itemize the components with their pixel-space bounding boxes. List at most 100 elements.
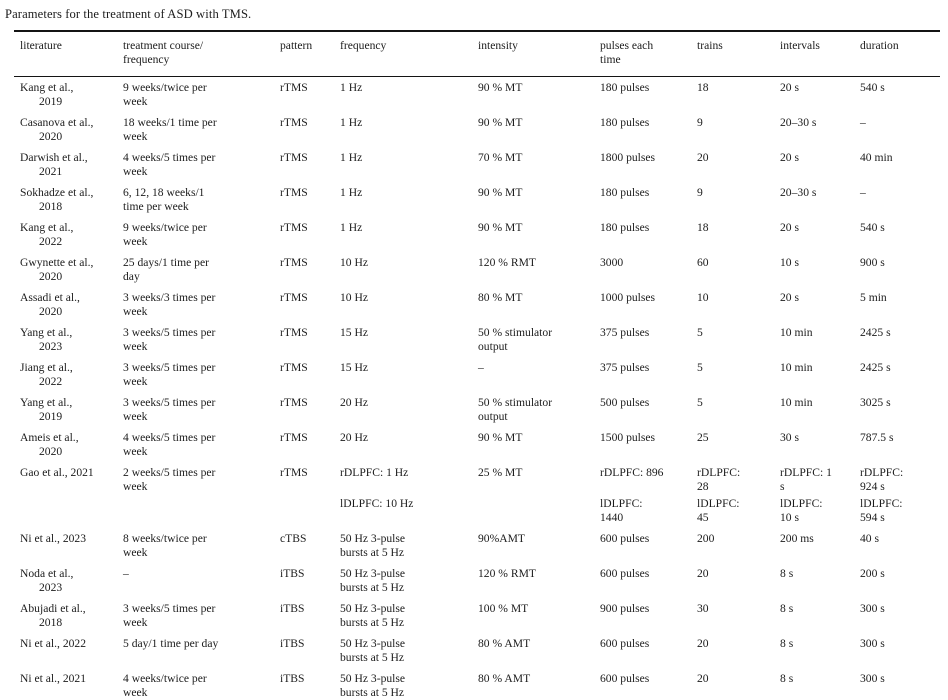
table-header: literature treatment course/ frequency p… bbox=[14, 31, 940, 77]
cell-trains: 30 bbox=[697, 602, 709, 615]
cell-duration: 40 min bbox=[860, 151, 893, 164]
cell-trains: 18 bbox=[697, 221, 709, 234]
cell-subrow: rDLPFC: 896 bbox=[600, 466, 664, 479]
cell-subrow: lDLPFC: 10 Hz bbox=[340, 497, 414, 510]
cell-treatment: 4 weeks/5 times per week bbox=[123, 431, 216, 458]
cell-intervals: 10 min bbox=[780, 396, 813, 409]
cell-intensity: 100 % MT bbox=[478, 602, 529, 615]
cell-intervals: 20 s bbox=[780, 151, 800, 164]
table-body: Kang et al., 2019 9 weeks/twice per week rTM… bbox=[14, 77, 940, 700]
cell-frequency: 50 Hz 3-pulse bursts at 5 Hz bbox=[340, 602, 406, 629]
cell-duration: 900 s bbox=[860, 256, 885, 269]
cell-pattern: rTMS bbox=[280, 81, 308, 94]
cell-pulses: 180 pulses bbox=[600, 186, 650, 199]
cell-duration: 40 s bbox=[860, 532, 880, 545]
column-header-intensity: intensity bbox=[472, 31, 594, 77]
cell-pulses: 900 pulses bbox=[600, 602, 650, 615]
cell-trains: 10 bbox=[697, 291, 709, 304]
cell-literature: Ni et al., 2022 bbox=[20, 637, 87, 650]
cell-subrow: rDLPFC: 924 s bbox=[860, 466, 904, 493]
cell-literature: Sokhadze et al., 2018 bbox=[20, 186, 94, 213]
cell-literature: Assadi et al., 2020 bbox=[20, 291, 80, 318]
cell-pulses: 375 pulses bbox=[600, 326, 650, 339]
cell-frequency: 50 Hz 3-pulse bursts at 5 Hz bbox=[340, 672, 406, 699]
cell-trains: 18 bbox=[697, 81, 709, 94]
cell-trains: rDLPFC: 28 lDLPFC: 45 bbox=[691, 462, 774, 528]
table-row: Assadi et al., 2020 3 weeks/3 times per wee… bbox=[14, 287, 940, 322]
cell-intervals: 8 s bbox=[780, 672, 794, 685]
table-row: Kang et al., 2019 9 weeks/twice per week rTM… bbox=[14, 77, 940, 113]
cell-trains: 9 bbox=[697, 186, 703, 199]
cell-literature: Gao et al., 2021 bbox=[20, 466, 94, 479]
cell-pulses: 375 pulses bbox=[600, 361, 650, 374]
cell-duration: 2425 s bbox=[860, 326, 891, 339]
cell-intervals: 8 s bbox=[780, 567, 794, 580]
cell-frequency: 10 Hz bbox=[340, 291, 369, 304]
cell-frequency: 20 Hz bbox=[340, 431, 369, 444]
cell-duration: rDLPFC: 924 s lDLPFC: 594 s bbox=[854, 462, 940, 528]
cell-frequency: 20 Hz bbox=[340, 396, 369, 409]
cell-literature: Darwish et al., 2021 bbox=[20, 151, 88, 178]
cell-pattern: rTMS bbox=[280, 326, 308, 339]
cell-treatment: 3 weeks/5 times per week bbox=[123, 602, 216, 629]
cell-subrow: lDLPFC: 594 s bbox=[860, 497, 903, 524]
cell-intervals: 20–30 s bbox=[780, 186, 817, 199]
cell-intensity: 80 % AMT bbox=[478, 637, 531, 650]
table-row: Jiang et al., 2022 3 weeks/5 times per week… bbox=[14, 357, 940, 392]
column-header-pulses-each-time: pulses each time bbox=[594, 31, 691, 77]
cell-intensity: 90 % MT bbox=[478, 81, 523, 94]
cell-literature: Noda et al., 2023 bbox=[20, 567, 74, 594]
cell-trains: 20 bbox=[697, 637, 709, 650]
cell-intervals: 20 s bbox=[780, 221, 800, 234]
cell-pulses: 600 pulses bbox=[600, 637, 650, 650]
table-row: Yang et al., 2019 3 weeks/5 times per week r… bbox=[14, 392, 940, 427]
cell-treatment: 3 weeks/3 times per week bbox=[123, 291, 216, 318]
cell-intensity: 70 % MT bbox=[478, 151, 523, 164]
cell-pattern: iTBS bbox=[280, 567, 305, 580]
cell-intervals: 10 min bbox=[780, 361, 813, 374]
cell-pulses: 600 pulses bbox=[600, 532, 650, 545]
table-row: Ni et al., 2021 4 weeks/twice per week iTBS… bbox=[14, 668, 940, 700]
cell-duration: 300 s bbox=[860, 637, 885, 650]
parameters-table: literature treatment course/ frequency p… bbox=[14, 30, 940, 700]
cell-pulses: 3000 bbox=[600, 256, 624, 269]
cell-intensity: 90 % MT bbox=[478, 186, 523, 199]
cell-pattern: iTBS bbox=[280, 602, 305, 615]
cell-pulses: 1000 pulses bbox=[600, 291, 656, 304]
table-row: Casanova et al., 2020 18 weeks/1 time per w… bbox=[14, 112, 940, 147]
cell-intervals: 10 s bbox=[780, 256, 800, 269]
cell-intensity: 80 % MT bbox=[478, 291, 523, 304]
cell-frequency: 1 Hz bbox=[340, 151, 363, 164]
cell-intensity: 120 % RMT bbox=[478, 256, 536, 269]
cell-duration: – bbox=[860, 116, 866, 129]
cell-treatment: 3 weeks/5 times per week bbox=[123, 361, 216, 388]
table-row: Ni et al., 2023 8 weeks/twice per week cTBS… bbox=[14, 528, 940, 563]
cell-trains: 25 bbox=[697, 431, 709, 444]
cell-trains: 5 bbox=[697, 326, 703, 339]
table-title: Parameters for the treatment of ASD with… bbox=[5, 7, 252, 21]
cell-literature: Casanova et al., 2020 bbox=[20, 116, 94, 143]
table-row: Kang et al., 2022 9 weeks/twice per week rTM… bbox=[14, 217, 940, 252]
cell-frequency: 50 Hz 3-pulse bursts at 5 Hz bbox=[340, 567, 406, 594]
cell-literature: Ni et al., 2021 bbox=[20, 672, 87, 685]
header-row: literature treatment course/ frequency p… bbox=[14, 31, 940, 77]
cell-frequency: rDLPFC: 1 Hz lDLPFC: 10 Hz bbox=[334, 462, 472, 528]
cell-intensity: 90 % MT bbox=[478, 221, 523, 234]
cell-intensity: 120 % RMT bbox=[478, 567, 536, 580]
table-row: Darwish et al., 2021 4 weeks/5 times per we… bbox=[14, 147, 940, 182]
cell-intervals: 200 ms bbox=[780, 532, 814, 545]
cell-pulses: rDLPFC: 896 lDLPFC: 1440 bbox=[594, 462, 691, 528]
cell-intensity: 50 % stimulator output bbox=[478, 326, 553, 353]
cell-pattern: rTMS bbox=[280, 221, 308, 234]
cell-trains: 5 bbox=[697, 361, 703, 374]
cell-pattern: rTMS bbox=[280, 151, 308, 164]
cell-intervals: 10 min bbox=[780, 326, 813, 339]
cell-trains: 20 bbox=[697, 672, 709, 685]
cell-intervals: rDLPFC: 1 s lDLPFC: 10 s bbox=[774, 462, 854, 528]
cell-intervals: 8 s bbox=[780, 637, 794, 650]
cell-duration: 5 min bbox=[860, 291, 887, 304]
cell-frequency: 1 Hz bbox=[340, 116, 363, 129]
cell-treatment: 4 weeks/5 times per week bbox=[123, 151, 216, 178]
cell-duration: 200 s bbox=[860, 567, 885, 580]
